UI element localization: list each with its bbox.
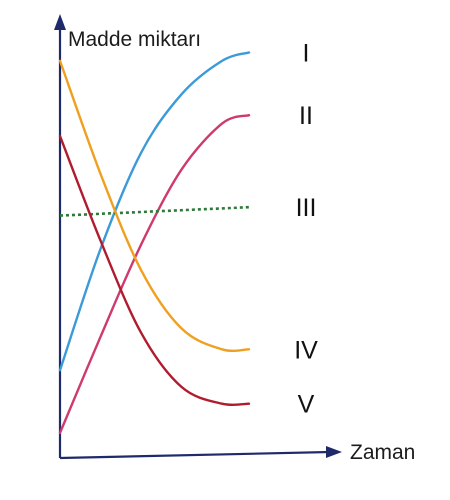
series-label-4: IV	[294, 336, 318, 364]
series-line-4	[58, 59, 251, 353]
x-axis-arrowhead	[326, 446, 342, 458]
series-line-1	[58, 51, 251, 372]
x-axis	[59, 450, 331, 460]
series-label-1: I	[303, 40, 310, 68]
series-label-3: III	[296, 194, 317, 222]
y-axis-title: Madde miktarı	[68, 28, 201, 51]
series-label-2: II	[299, 102, 313, 130]
series-layer	[58, 51, 251, 435]
series-line-3	[59, 205, 250, 217]
series-label-5: V	[298, 391, 315, 419]
series-line-2	[58, 114, 251, 435]
series-line-5	[58, 134, 251, 407]
y-axis-arrowhead	[54, 14, 66, 30]
x-axis-title: Zaman	[350, 441, 415, 464]
